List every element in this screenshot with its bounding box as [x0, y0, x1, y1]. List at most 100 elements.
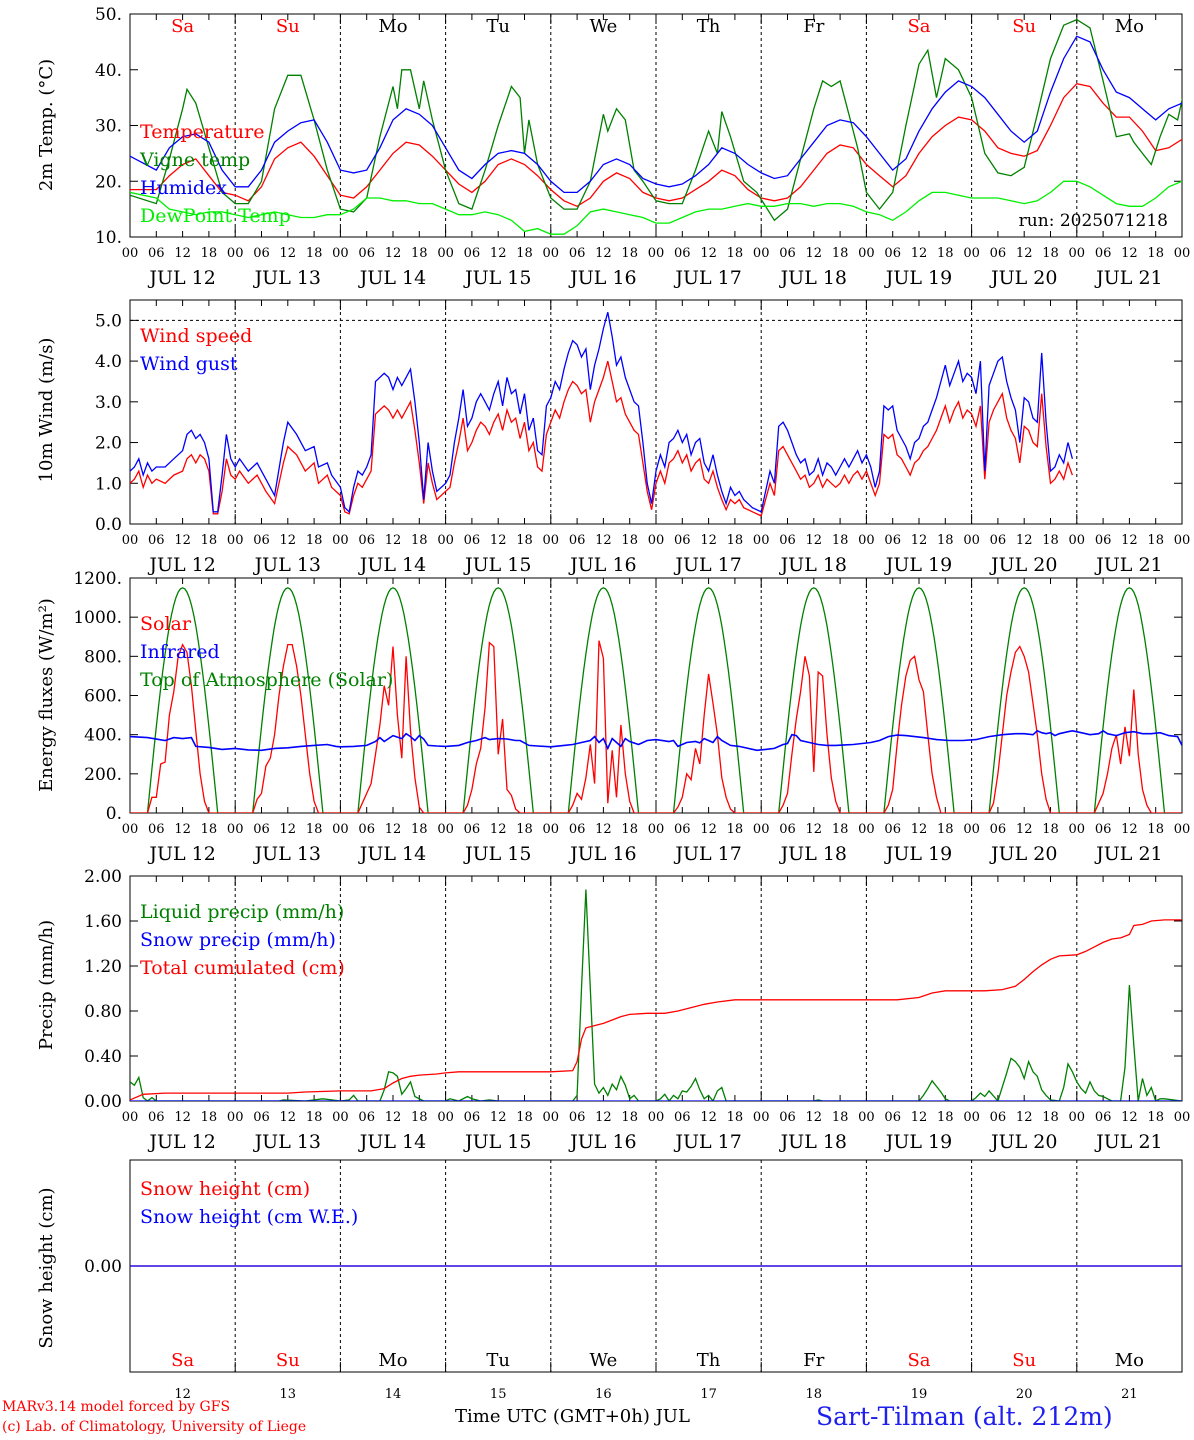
y-tick-label: 400.: [84, 726, 122, 746]
hour-tick-label: 18: [516, 1110, 533, 1125]
hour-tick-label: 12: [1016, 1110, 1033, 1125]
hour-tick-label: 06: [1095, 533, 1112, 548]
series-group: [130, 587, 1182, 813]
hour-tick-label: 06: [358, 1110, 375, 1125]
hour-tick-label: 12: [911, 822, 928, 837]
y-tick-label: 40.: [95, 61, 122, 81]
run-label: run: 2025071218: [1019, 211, 1168, 231]
hour-tick-label: 06: [674, 533, 691, 548]
date-label: JUL 13: [253, 843, 321, 865]
hour-tick-label: 12: [911, 533, 928, 548]
hour-tick-label: 06: [253, 533, 270, 548]
date-label: JUL 19: [884, 843, 952, 865]
hour-tick-label: 00: [543, 533, 560, 548]
hour-tick-label: 00: [648, 246, 665, 261]
hour-tick-label: 00: [227, 822, 244, 837]
hour-tick-label: 18: [306, 246, 323, 261]
date-label: JUL 21: [1094, 267, 1162, 289]
hour-tick-label: 12: [490, 246, 507, 261]
hour-tick-label: 06: [1095, 822, 1112, 837]
hour-tick-label: 18: [201, 1110, 218, 1125]
hour-tick-label: 00: [122, 533, 139, 548]
weekday-label: Su: [276, 1350, 300, 1371]
hour-tick-label: 18: [411, 533, 428, 548]
series-group: [130, 18, 1182, 235]
hour-tick-label: 12: [1016, 822, 1033, 837]
model-credit-line1: MARv3.14 model forced by GFS: [2, 1399, 231, 1415]
hour-tick-label: 18: [937, 822, 954, 837]
legend-solar: Solar: [140, 613, 192, 635]
y-tick-label: 0.00: [84, 1092, 122, 1112]
y-tick-label: 0.0: [95, 515, 122, 535]
hour-tick-label: 18: [1147, 822, 1164, 837]
station-label: Sart-Tilman (alt. 212m): [816, 1402, 1113, 1431]
legend-total-cumulated-cm: Total cumulated (cm): [140, 957, 345, 979]
legend-dewpoint-temp: DewPoint Temp: [140, 205, 291, 227]
hour-tick-label: 00: [1174, 1110, 1191, 1125]
hour-tick-label: 12: [280, 533, 297, 548]
panel-4: 0.00 0.40 0.80 1.20 1.60 2.00 Precip (mm/h) 00 0…: [36, 867, 1190, 1153]
hour-tick-label: 18: [727, 822, 744, 837]
panel-2: 0.0 1.0 2.0 3.0 4.0 5.0 10m Wind (m/s) 00 06 12 18…: [36, 299, 1190, 576]
hour-tick-label: 18: [1147, 246, 1164, 261]
legend-wind-gust: Wind gust: [140, 353, 238, 375]
hour-tick-label: 12: [1016, 246, 1033, 261]
hour-tick-label: 00: [437, 1110, 454, 1125]
hour-tick-label: 18: [832, 246, 849, 261]
hour-tick-label: 18: [516, 533, 533, 548]
x-axis-title: Time UTC (GMT+0h) JUL: [455, 1406, 690, 1427]
weekday-label: Sa: [907, 1350, 930, 1371]
weekday-label: Mo: [378, 16, 407, 37]
y-tick-label: 0.40: [84, 1047, 122, 1067]
hour-tick-label: 18: [411, 246, 428, 261]
hour-tick-label: 12: [806, 533, 823, 548]
hour-tick-label: 18: [306, 822, 323, 837]
weekday-label: Su: [1012, 1350, 1036, 1371]
day-number-label: 16: [595, 1387, 612, 1402]
hour-tick-label: 18: [727, 533, 744, 548]
weekday-label: Mo: [1115, 16, 1144, 37]
day-number-label: 21: [1121, 1387, 1138, 1402]
y-tick-label: 600.: [84, 687, 122, 707]
hour-tick-label: 06: [253, 246, 270, 261]
date-label: JUL 20: [989, 843, 1057, 865]
hour-tick-label: 18: [621, 533, 638, 548]
hour-tick-label: 06: [464, 822, 481, 837]
hour-tick-label: 12: [1121, 1110, 1138, 1125]
date-label: JUL 14: [358, 843, 426, 865]
legend-temperature: Temperature: [140, 121, 264, 143]
hour-tick-label: 06: [253, 822, 270, 837]
hour-tick-label: 18: [306, 533, 323, 548]
hour-tick-label: 18: [516, 246, 533, 261]
date-label: JUL 17: [673, 1131, 741, 1153]
y-tick-label: 800.: [84, 647, 122, 667]
weekday-label: Tu: [486, 16, 510, 37]
hour-tick-label: 18: [937, 533, 954, 548]
hour-tick-label: 12: [806, 1110, 823, 1125]
date-label: JUL 16: [568, 1131, 636, 1153]
legend-snow-precip-mm-h: Snow precip (mm/h): [140, 929, 336, 951]
weekday-label: Fr: [803, 16, 824, 37]
series-top-of-atmosphere-solar: [130, 587, 1182, 813]
series-solar: [130, 640, 1182, 813]
date-label: JUL 15: [463, 267, 531, 289]
hour-tick-label: 18: [411, 1110, 428, 1125]
hour-tick-label: 18: [621, 822, 638, 837]
date-label: JUL 18: [779, 267, 847, 289]
hour-tick-label: 18: [1042, 822, 1059, 837]
hour-tick-label: 12: [1121, 822, 1138, 837]
hour-tick-label: 18: [727, 246, 744, 261]
hour-tick-label: 06: [779, 246, 796, 261]
weekday-label: Su: [1012, 16, 1036, 37]
y-tick-label: 1200.: [73, 569, 122, 589]
hour-tick-label: 18: [937, 246, 954, 261]
hour-tick-label: 00: [963, 1110, 980, 1125]
hour-tick-label: 12: [806, 822, 823, 837]
weekday-label: Tu: [486, 1350, 510, 1371]
y-axis-title: Energy fluxes (W/m²): [36, 598, 57, 792]
y-tick-label: 1.60: [84, 912, 122, 932]
hour-tick-label: 12: [1016, 533, 1033, 548]
y-axis-title: 2m Temp. (°C): [36, 59, 57, 191]
hour-tick-label: 12: [490, 822, 507, 837]
weekday-label: Sa: [171, 1350, 194, 1371]
